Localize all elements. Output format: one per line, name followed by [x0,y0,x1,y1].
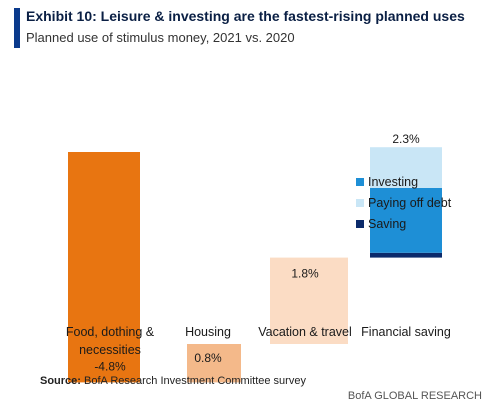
category-label-0-0: Food, dothing & [66,325,155,339]
legend-swatch-saving [356,220,364,228]
brand-footer: BofA GLOBAL RESEARCH [347,390,482,402]
category-label-3-0: Financial saving [361,325,451,339]
source-text: BofA Research Investment Committee surve… [84,375,306,387]
data-label-food: -4.8% [94,359,126,373]
bar-housing [187,344,241,383]
bar-vacation-travel [270,257,348,344]
bar-segment-paying-off-debt [370,147,442,188]
data-label-financial-saving: 2.3% [392,132,420,146]
bar-food-dothing-necessities [68,152,140,383]
legend-swatch-paying-off-debt [356,199,364,207]
title-accent-bar [14,8,20,48]
category-label-0-1: necessities [79,343,141,357]
source-label: Source: [40,375,81,387]
source-note: Source: BofA Research Investment Committ… [40,375,306,387]
legend-label-saving: Saving [368,217,406,231]
chart-subtitle: Planned use of stimulus money, 2021 vs. … [26,30,295,45]
chart-title: Exhibit 10: Leisure & investing are the … [26,8,465,24]
legend-label-paying-off-debt: Paying off debt [368,196,452,210]
legend-swatch-investing [356,178,364,186]
category-label-2-0: Vacation & travel [258,325,352,339]
bar-segment-investing [370,188,442,253]
category-label-1-0: Housing [185,325,231,339]
data-label-housing: 0.8% [194,351,222,365]
bar-segment-saving [370,252,442,258]
legend-label-investing: Investing [368,175,418,189]
data-label-vacation: 1.8% [291,267,319,281]
